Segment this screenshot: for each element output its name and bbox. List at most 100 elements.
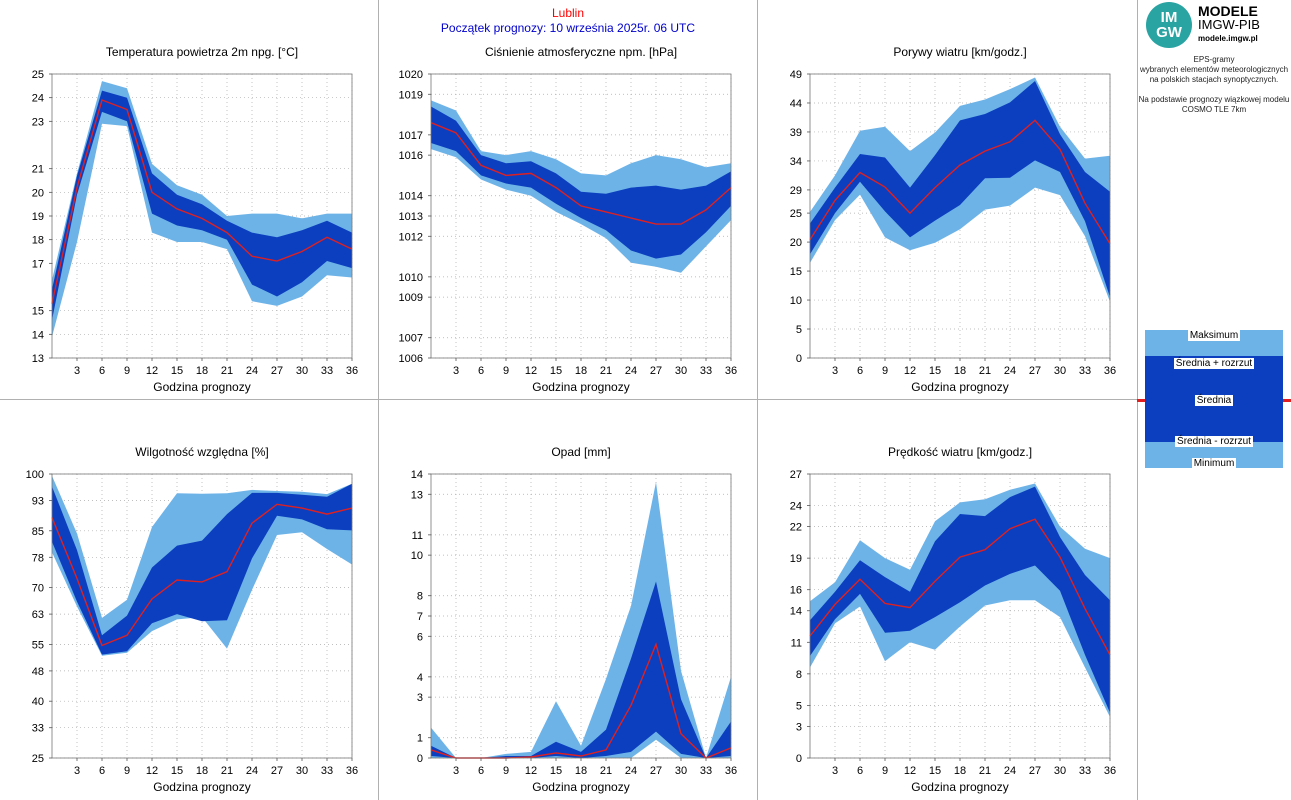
x-tick-label: 36	[1104, 765, 1116, 777]
y-tick-label: 93	[32, 496, 44, 508]
x-tick-label: 36	[725, 365, 737, 377]
mean-line	[809, 518, 1111, 656]
y-tick-label: 25	[790, 208, 802, 220]
y-tick-label: 1013	[399, 211, 423, 223]
x-tick-label: 3	[832, 765, 838, 777]
y-tick-label: 1014	[399, 191, 423, 203]
x-tick-label: 30	[675, 365, 687, 377]
y-tick-label: 23	[32, 116, 44, 128]
x-tick-label: 27	[1029, 365, 1041, 377]
x-tick-label: 24	[625, 365, 637, 377]
x-tick-label: 27	[650, 365, 662, 377]
x-tick-label: 30	[296, 765, 308, 777]
y-tick-label: 16	[790, 585, 802, 597]
x-tick-label: 12	[904, 765, 916, 777]
x-axis-label: Godzina prognozy	[153, 380, 250, 394]
x-tick-label: 9	[124, 765, 130, 777]
y-tick-label: 27	[790, 469, 802, 481]
x-tick-label: 9	[124, 365, 130, 377]
band-spread	[431, 581, 731, 758]
x-tick-label: 21	[979, 765, 991, 777]
band-spread	[52, 90, 352, 321]
y-tick-label: 22	[790, 522, 802, 534]
x-tick-label: 27	[271, 765, 283, 777]
x-tick-label: 36	[346, 765, 358, 777]
x-tick-label: 33	[1079, 365, 1091, 377]
x-axis-label: Godzina prognozy	[532, 380, 629, 394]
chart-svg-wind: Prędkość wiatru [km/godz.]3 6 9 12 15 18 21 24 2…	[790, 445, 1116, 794]
y-tick-label: 24	[790, 501, 802, 513]
y-tick-label: 4	[417, 672, 423, 684]
y-tick-label: 78	[32, 552, 44, 564]
mean-line	[809, 119, 1111, 245]
chart-pressure: Ciśnienie atmosferyczne npm. [hPa] 3 6 9 12 1…	[379, 0, 757, 399]
x-tick-label: 33	[321, 365, 333, 377]
y-tick-label: 29	[790, 185, 802, 197]
legend: Maksimum Średnia + rozrzut Średnia Średn…	[1145, 330, 1283, 469]
y-tick-label: 40	[32, 696, 44, 708]
y-tick-label: 11	[412, 530, 423, 542]
x-tick-label: 3	[74, 365, 80, 377]
chart-title: Wilgotność względna [%]	[135, 445, 268, 459]
mean-line	[51, 99, 353, 304]
y-tick-label: 0	[796, 753, 802, 765]
legend-min: Minimum	[1191, 458, 1237, 469]
y-tick-label: 14	[32, 329, 44, 341]
x-tick-label: 27	[271, 365, 283, 377]
x-axis-label: Godzina prognozy	[532, 780, 629, 794]
x-tick-label: 24	[1004, 365, 1016, 377]
info-line: EPS-gramy	[1193, 55, 1235, 64]
logo-mark-bottom: GW	[1156, 24, 1182, 41]
y-tick-label: 63	[32, 609, 44, 621]
x-tick-label: 3	[832, 365, 838, 377]
y-tick-label: 100	[26, 469, 44, 481]
x-tick-label: 15	[550, 365, 562, 377]
y-tick-label: 1009	[399, 292, 423, 304]
y-tick-label: 20	[32, 187, 44, 199]
legend-max: Maksimum	[1187, 330, 1241, 341]
y-tick-label: 1019	[399, 89, 423, 101]
y-tick-label: 48	[32, 666, 44, 678]
logo-line1: MODELE	[1198, 3, 1258, 19]
chart-title: Porywy wiatru [km/godz.]	[893, 45, 1026, 59]
x-tick-label: 24	[625, 765, 637, 777]
x-axis-label: Godzina prognozy	[911, 380, 1008, 394]
y-tick-label: 5	[796, 324, 802, 336]
x-tick-label: 33	[1079, 765, 1091, 777]
x-tick-label: 6	[99, 365, 105, 377]
chart-temperature: Temperatura powietrza 2m npg. [°C] 3 6 9 12 1…	[0, 0, 378, 399]
x-tick-label: 12	[904, 365, 916, 377]
y-tick-label: 44	[790, 98, 802, 110]
y-tick-label: 1007	[399, 333, 423, 345]
chart-svg-humidity: Wilgotność względna [%]3 6 9 12 15 18 21 24 27 30…	[26, 445, 358, 794]
x-tick-label: 3	[453, 365, 459, 377]
info-text: EPS-gramy wybranych elementów meteorolog…	[1137, 55, 1291, 115]
x-tick-label: 3	[453, 765, 459, 777]
x-tick-label: 30	[675, 765, 687, 777]
y-tick-label: 1012	[399, 231, 423, 243]
y-tick-label: 34	[790, 156, 802, 168]
y-tick-label: 8	[796, 669, 802, 681]
band-spread	[810, 486, 1110, 713]
y-tick-label: 19	[790, 553, 802, 565]
mean-line	[430, 122, 732, 225]
y-tick-label: 7	[417, 611, 423, 623]
x-tick-label: 27	[1029, 765, 1041, 777]
x-tick-label: 18	[575, 365, 587, 377]
y-tick-label: 25	[32, 69, 44, 81]
divider-vertical-1	[378, 0, 379, 800]
y-tick-label: 1010	[399, 272, 423, 284]
y-tick-label: 3	[796, 721, 802, 733]
x-tick-label: 27	[650, 765, 662, 777]
x-tick-label: 15	[171, 365, 183, 377]
x-tick-label: 15	[929, 765, 941, 777]
x-tick-label: 21	[600, 365, 612, 377]
y-tick-label: 10	[790, 295, 802, 307]
x-tick-label: 33	[700, 765, 712, 777]
forecast-header: Lublin Początek prognozy: 10 września 20…	[379, 6, 757, 36]
chart-title: Prędkość wiatru [km/godz.]	[888, 445, 1032, 459]
x-tick-label: 33	[700, 365, 712, 377]
y-tick-label: 5	[796, 700, 802, 712]
y-tick-label: 24	[32, 93, 44, 105]
y-tick-label: 1017	[399, 130, 423, 142]
